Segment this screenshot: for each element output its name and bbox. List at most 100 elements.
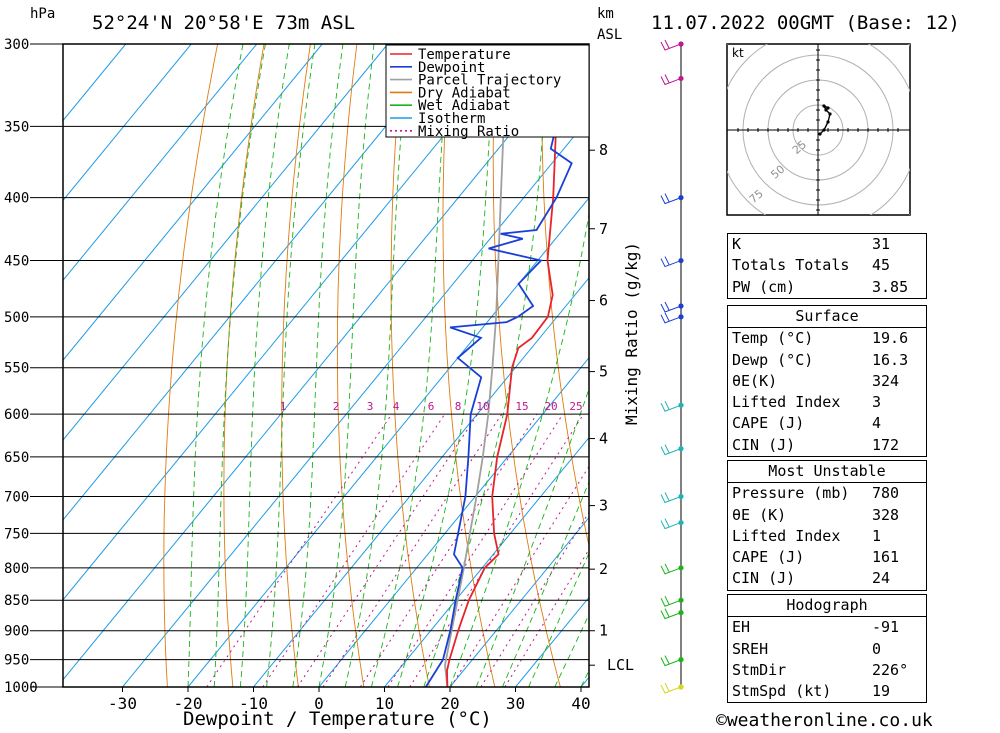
height-tick-label: 1 — [599, 622, 608, 640]
most-unstable-index-value: 161 — [872, 548, 900, 567]
surface-index-value: 16.3 — [872, 350, 909, 369]
wind-level-dot — [678, 597, 684, 603]
general-indices-table: K 31 Totals Totals 45 PW (cm) 3.85 — [727, 233, 927, 299]
surface-index-value: 3 — [872, 393, 882, 412]
general-index-value: 45 — [872, 256, 891, 275]
height-tick-label: 4 — [599, 430, 608, 448]
mixing-ratio-label: 1 — [280, 400, 287, 413]
mixing-ratio-line — [322, 413, 503, 687]
mixing-ratio-label: 25 — [569, 400, 582, 413]
most-unstable-index-row: Lifted Index 1 — [728, 526, 926, 547]
wind-level-dot — [678, 565, 684, 571]
temperature-tick-label: 40 — [571, 694, 590, 713]
height-units-km: km — [597, 6, 614, 22]
x-axis-title: Dewpoint / Temperature (°C) — [183, 708, 492, 730]
mixing-ratio-axis-title: Mixing Ratio (g/kg) — [622, 241, 641, 425]
temperature-tick-label: -10 — [239, 694, 268, 713]
legend-label: Wet Adiabat — [418, 98, 511, 114]
wind-barb — [660, 608, 682, 620]
wind-barb — [660, 39, 682, 51]
wind-barb — [660, 400, 682, 412]
hodograph-point — [824, 108, 828, 112]
height-tick-label: 3 — [599, 497, 608, 515]
legend-label: Temperature — [418, 47, 511, 63]
temperature-profile — [446, 44, 566, 687]
mixing-ratio-line — [450, 465, 589, 687]
hodograph-index-row: StmDir 226° — [728, 660, 926, 681]
surface-index-value: 172 — [872, 435, 900, 454]
hodograph-point — [818, 132, 822, 136]
height-tick-label: 8 — [599, 141, 608, 159]
most-unstable-index-row: Pressure (mb) 780 — [728, 482, 926, 504]
pressure-tick-label: 950 — [4, 653, 29, 669]
wind-level-dot — [678, 303, 684, 309]
wet-adiabat-line — [292, 44, 344, 687]
general-index-row: Totals Totals 45 — [728, 255, 926, 276]
hodograph-indices-table: Hodograph EH -91 SREH 0 StmDir 226° StmSpd (kt… — [727, 594, 927, 704]
pressure-tick-label: 550 — [4, 361, 29, 377]
hodograph-point — [828, 112, 832, 116]
wet-adiabat-line — [423, 44, 550, 687]
most-unstable-indices-table: Most Unstable Pressure (mb) 780 θE (K) 328 L… — [727, 460, 927, 591]
pressure-tick-label: 350 — [4, 119, 29, 135]
isotherm-line — [63, 44, 389, 441]
surface-index-value: 19.6 — [872, 329, 909, 348]
wind-barb — [660, 655, 682, 667]
height-tick-label: 2 — [599, 560, 608, 578]
most-unstable-index-label: Lifted Index — [732, 526, 841, 545]
temperature-tick-label: 10 — [375, 694, 394, 713]
wet-adiabat-line — [213, 44, 266, 687]
most-unstable-index-row: θE (K) 328 — [728, 505, 926, 526]
wind-barb — [660, 682, 682, 694]
isotherm-line — [63, 44, 520, 601]
mixing-ratio-label: 20 — [544, 400, 557, 413]
isotherm-line — [63, 44, 585, 681]
wind-level-dot — [678, 75, 684, 82]
surface-index-row: Temp (°C) 19.6 — [728, 327, 926, 349]
most-unstable-index-label: CAPE (J) — [732, 548, 805, 567]
wind-level-dot — [678, 657, 684, 663]
temperature-tick-label: 30 — [506, 694, 525, 713]
mixing-ratio-line — [387, 413, 564, 687]
wet-adiabat-line — [266, 44, 316, 687]
surface-index-label: θE(K) — [732, 371, 778, 390]
hodograph-index-label: SREH — [732, 639, 769, 658]
wind-level-dot — [678, 684, 684, 690]
isotherm-line — [187, 197, 589, 687]
surface-indices-table: Surface Temp (°C) 19.6 Dewp (°C) 16.3 θE(K) 3… — [727, 305, 927, 458]
hodograph-index-row: EH -91 — [728, 616, 926, 638]
isotherm-line — [318, 356, 589, 687]
surface-section-title: Surface — [795, 307, 859, 325]
parcel-trajectory — [444, 44, 507, 687]
wind-level-dot — [678, 610, 684, 616]
dewpoint-profile — [425, 44, 573, 687]
temperature-tick-label: 0 — [314, 694, 324, 713]
isotherm-line — [63, 44, 192, 202]
isotherm-line — [384, 436, 589, 687]
height-tick-label: 5 — [599, 363, 608, 381]
surface-index-label: CAPE (J) — [732, 414, 805, 433]
wind-barb — [660, 312, 682, 324]
pressure-tick-label: 300 — [4, 37, 29, 53]
mixing-ratio-label: 6 — [428, 400, 435, 413]
datetime-title: 11.07.2022 00GMT (Base: 12) — [651, 12, 960, 34]
dry-adiabat-line — [223, 44, 265, 687]
wet-adiabat-line — [528, 552, 589, 687]
lcl-label: LCL — [607, 656, 634, 674]
hodograph-unit-label: kt — [732, 46, 744, 60]
dry-adiabat-line — [281, 44, 311, 687]
general-index-label: Totals Totals — [732, 256, 850, 275]
dry-adiabat-line — [390, 44, 430, 687]
legend-label: Dry Adiabat — [418, 85, 511, 101]
hodograph-index-label: EH — [732, 618, 751, 637]
hodograph-index-value: 226° — [872, 660, 909, 679]
temperature-tick-label: 20 — [440, 694, 459, 713]
pressure-units: hPa — [30, 6, 56, 22]
most-unstable-index-label: Pressure (mb) — [732, 484, 850, 503]
most-unstable-index-value: 328 — [872, 505, 900, 524]
wind-barb — [660, 74, 682, 86]
location-title: 52°24'N 20°58'E 73m ASL — [92, 12, 356, 34]
wind-barb — [660, 563, 682, 575]
surface-index-row: CIN (J) 172 — [728, 435, 926, 456]
